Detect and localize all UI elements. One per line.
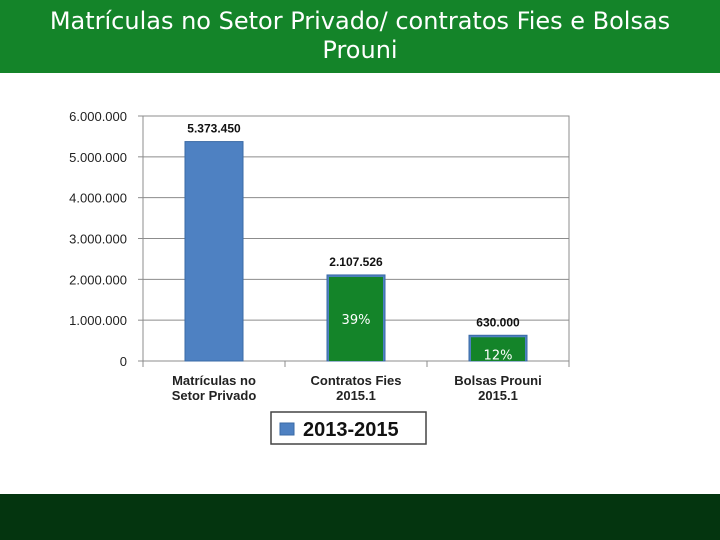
y-tick-label: 5.000.000 [69, 150, 127, 165]
y-tick-label: 1.000.000 [69, 313, 127, 328]
data-label: 2.107.526 [329, 255, 383, 269]
data-label: 5.373.450 [187, 122, 241, 136]
slide-title: Matrículas no Setor Privado/ contratos F… [0, 0, 720, 73]
legend-swatch [279, 422, 295, 436]
percentage-overlay [471, 337, 525, 361]
y-tick-label: 0 [120, 354, 127, 369]
slide-title-line-2: Prouni [322, 36, 398, 64]
x-category-label: 2015.1 [478, 388, 518, 403]
x-category-label: Setor Privado [172, 388, 257, 403]
legend-box [270, 411, 427, 445]
percentage-overlay [329, 276, 383, 361]
percentage-label: 39% [342, 313, 371, 328]
data-label: 630.000 [476, 315, 520, 329]
y-tick-label: 3.000.000 [69, 232, 127, 247]
x-category-label: Contratos Fies [310, 373, 401, 388]
x-category-label: 2015.1 [336, 388, 376, 403]
y-tick-label: 6.000.000 [69, 109, 127, 124]
bar [184, 141, 244, 362]
y-tick-label: 2.000.000 [69, 272, 127, 287]
footer-bar [0, 494, 720, 540]
slide-title-line-1: Matrículas no Setor Privado/ contratos F… [49, 7, 671, 35]
legend-label: 2013-2015 [303, 419, 399, 441]
percentage-label: 12% [484, 348, 513, 363]
y-tick-label: 4.000.000 [69, 191, 127, 206]
x-category-label: Matrículas no [172, 373, 256, 388]
x-category-label: Bolsas Prouni [454, 373, 541, 388]
